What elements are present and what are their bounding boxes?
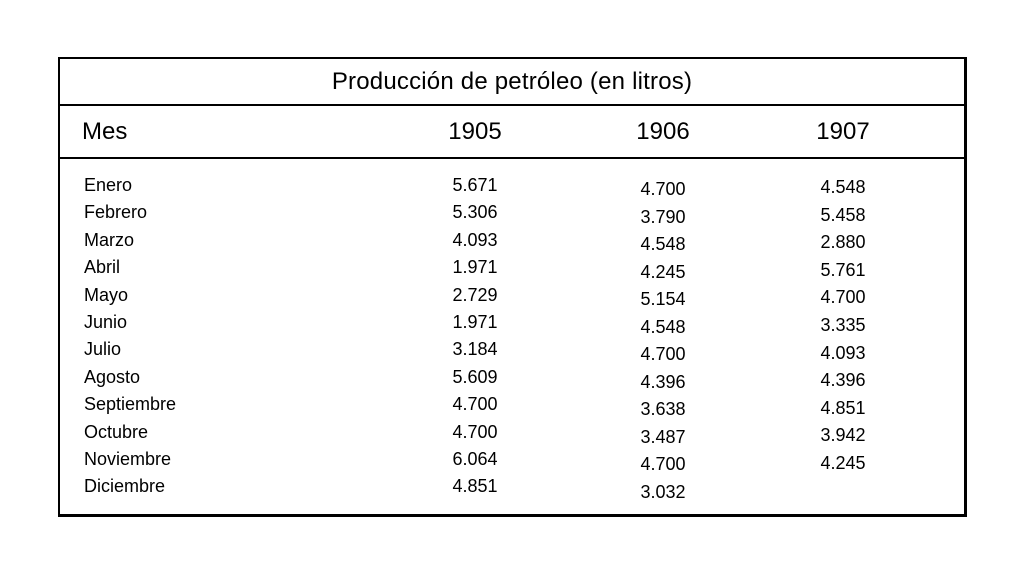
month-cell: Marzo [84, 229, 135, 250]
value-cell-1905: 5.671 [452, 175, 498, 195]
month-cell: Abril [84, 257, 121, 278]
table-header: Mes 1905 1906 1907 [60, 106, 964, 159]
value-cell-1907: 4.700 [820, 287, 866, 308]
value-cell-1906: 4.245 [640, 261, 686, 282]
month-cell: Mayo [84, 284, 129, 305]
value-cell-1905: 4.851 [452, 476, 498, 497]
value-cell-1906: 4.700 [640, 344, 686, 364]
month-cell: Agosto [84, 366, 141, 387]
production-table: Producción de petróleo (en litros) Mes 1… [58, 57, 967, 517]
header-year-1905: 1905 [448, 117, 502, 145]
value-cell-1905: 3.184 [452, 339, 498, 360]
value-cell-1907: 5.761 [820, 259, 866, 280]
value-cell-1906: 4.548 [640, 316, 686, 337]
month-cell: Enero [84, 175, 133, 195]
table-body: Enero Febrero Marzo Abril Mayo Junio Jul… [60, 159, 964, 514]
month-cell: Octubre [84, 421, 149, 442]
value-cell-1907: 2.880 [820, 232, 866, 253]
value-cell-1906: 4.548 [640, 234, 686, 254]
value-cell-1906: 3.032 [640, 481, 686, 502]
value-cell-1905: 1.971 [452, 312, 498, 333]
header-year-1906: 1906 [636, 117, 690, 145]
header-year-1907: 1907 [816, 117, 870, 145]
value-cell-1905: 5.609 [452, 366, 498, 387]
month-column: Enero Febrero Marzo Abril Mayo Junio Jul… [84, 172, 176, 501]
values-1905-column: 5.671 5.306 4.093 1.971 2.729 1.971 3.18… [400, 172, 550, 501]
value-cell-1906: 5.154 [640, 289, 686, 309]
value-cell-1907: 4.396 [820, 370, 866, 391]
month-cell: Diciembre [84, 476, 166, 497]
month-cell: Noviembre [84, 449, 172, 470]
value-cell-1905: 6.064 [452, 449, 498, 470]
value-cell-1905: 2.729 [452, 284, 498, 305]
month-cell: Septiembre [84, 394, 177, 415]
value-cell-1906: 4.700 [640, 179, 686, 199]
value-cell-1905: 1.971 [452, 257, 498, 278]
value-cell-1907: 3.335 [820, 314, 866, 335]
value-cell-1906: 4.396 [640, 371, 686, 392]
value-cell-1907: 4.245 [820, 452, 866, 473]
values-1907-column: 4.548 5.458 2.880 5.761 4.700 3.335 4.09… [768, 174, 918, 478]
month-cell: Junio [84, 312, 128, 333]
value-cell-1907: 4.093 [820, 342, 866, 363]
value-cell-1905: 4.700 [452, 394, 498, 415]
value-cell-1907: 4.851 [820, 397, 866, 418]
value-cell-1906: 3.487 [640, 426, 686, 447]
table-title: Producción de petróleo (en litros) [60, 59, 964, 106]
header-month-column-label: Mes [82, 117, 128, 145]
value-cell-1907: 3.942 [820, 425, 866, 446]
value-cell-1905: 4.700 [452, 421, 498, 442]
value-cell-1906: 4.700 [640, 454, 686, 474]
value-cell-1907: 5.458 [820, 204, 866, 225]
values-1906-column: 4.700 3.790 4.548 4.245 5.154 4.548 4.70… [588, 176, 738, 506]
month-cell: Julio [84, 339, 122, 360]
value-cell-1905: 5.306 [452, 202, 498, 223]
value-cell-1906: 3.790 [640, 206, 686, 227]
month-cell: Febrero [84, 202, 148, 223]
value-cell-1906: 3.638 [640, 399, 686, 419]
value-cell-1907: 4.548 [820, 177, 866, 197]
value-cell-1905: 4.093 [452, 229, 498, 250]
